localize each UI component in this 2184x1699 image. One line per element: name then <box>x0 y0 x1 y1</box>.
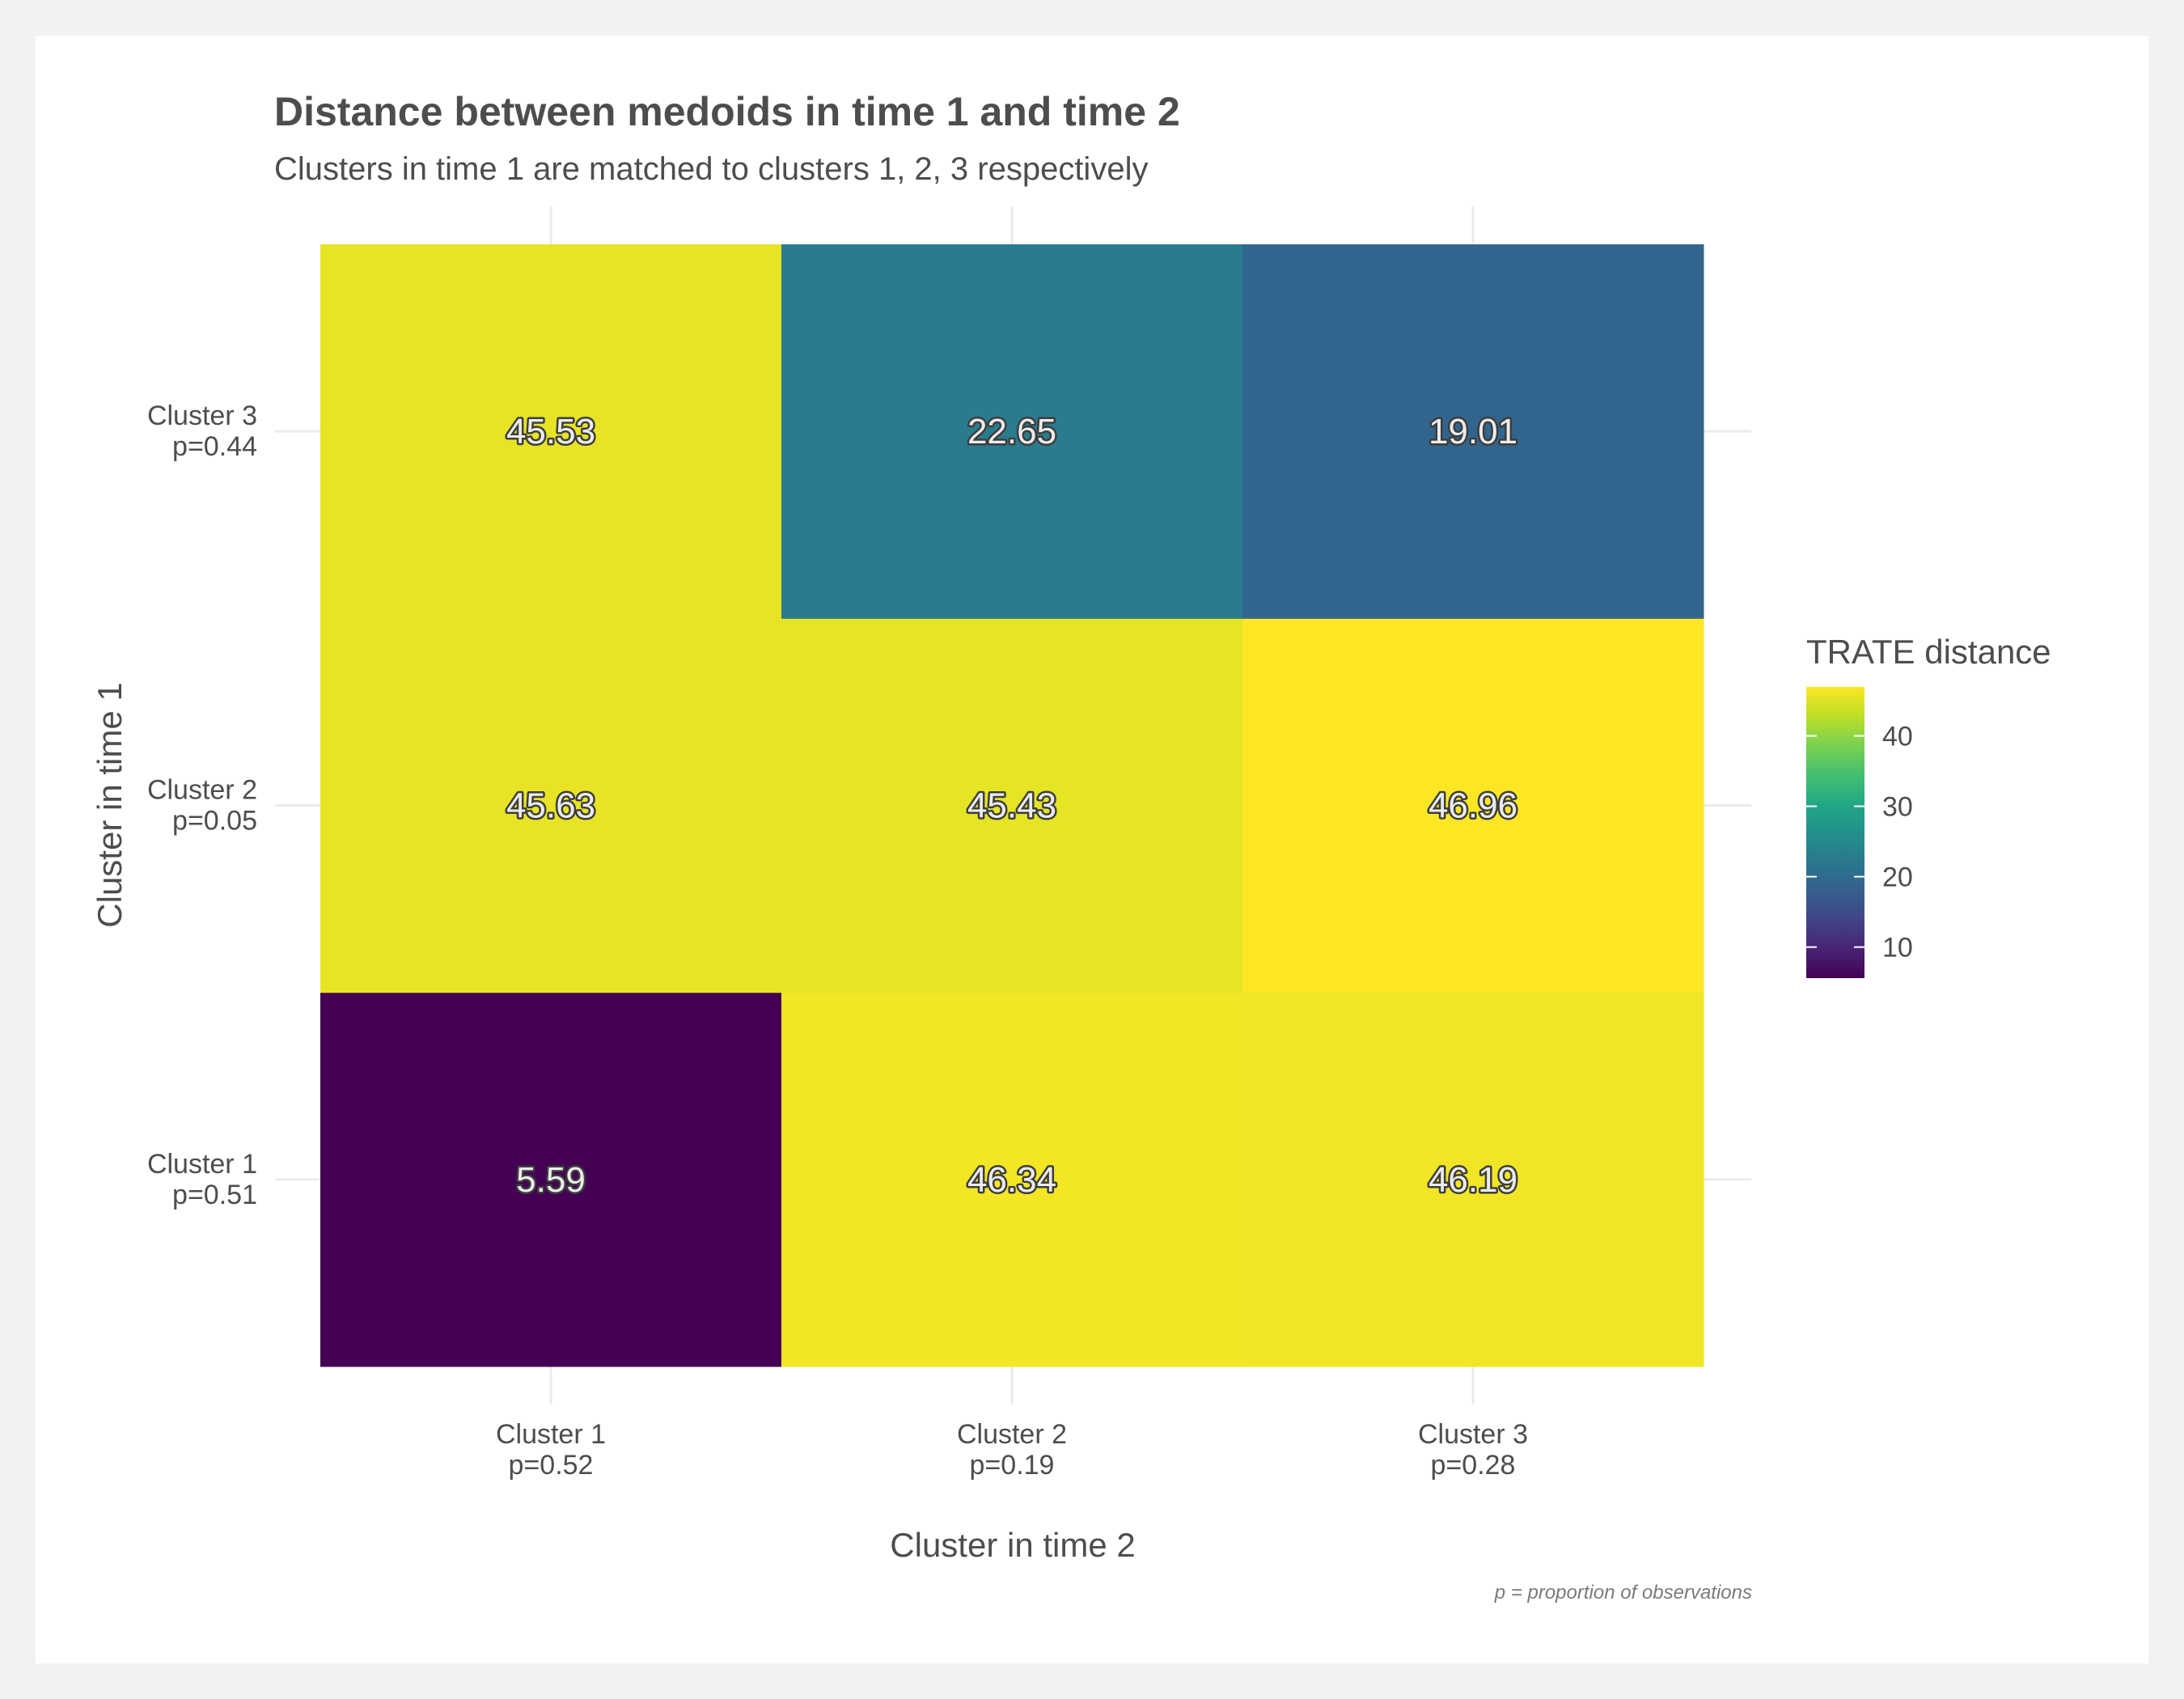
cell-value-label: 22.65 <box>967 412 1056 451</box>
x-tick-proportion: p=0.28 <box>1431 1450 1516 1481</box>
legend-tick-label: 10 <box>1882 933 1913 964</box>
legend-colorbar <box>1806 687 1864 978</box>
cell-value-label: 45.53 <box>506 412 595 451</box>
cell-value-label: 19.01 <box>1428 412 1517 451</box>
chart-title: Distance between medoids in time 1 and t… <box>274 89 1180 134</box>
cell-value-label: 45.63 <box>506 786 595 826</box>
heatmap-cell <box>1242 992 1704 1367</box>
legend-ticks: 10 20 30 40 <box>1806 722 1913 964</box>
chart-subtitle: Clusters in time 1 are matched to cluste… <box>274 151 1148 187</box>
heatmap-cell <box>781 244 1243 619</box>
heatmap-cell <box>781 618 1243 994</box>
x-tick-label: Cluster 3 <box>1418 1419 1528 1450</box>
heatmap-cell <box>320 244 782 619</box>
cell-value-label: 46.34 <box>967 1160 1056 1200</box>
x-tick-label: Cluster 1 <box>496 1419 606 1450</box>
cell-value-label: 45.43 <box>967 786 1056 826</box>
legend-title: TRATE distance <box>1806 633 2051 671</box>
y-axis-title: Cluster in time 1 <box>91 682 129 927</box>
legend-tick-label: 20 <box>1882 862 1913 893</box>
y-tick-proportion: p=0.44 <box>172 431 257 462</box>
x-tick-label: Cluster 2 <box>957 1419 1067 1450</box>
color-legend: TRATE distance 10 20 30 40 <box>1806 633 2051 978</box>
cell-value-label: 5.59 <box>516 1160 586 1200</box>
y-tick-label: Cluster 2 <box>147 775 257 806</box>
chart-caption: p = proportion of observations <box>1494 1582 1752 1604</box>
legend-tick-label: 40 <box>1882 722 1913 752</box>
cell-value-labels: 5.59 46.34 46.19 45.63 45.43 46.96 45.53 22.65 1… <box>504 410 1519 1202</box>
heatmap-cell <box>1242 618 1704 994</box>
y-tick-proportion: p=0.51 <box>172 1180 257 1210</box>
cell-value-label: 46.96 <box>1428 786 1517 826</box>
heatmap-cell <box>781 992 1243 1367</box>
heatmap-cell <box>320 618 782 994</box>
x-axis-title: Cluster in time 2 <box>890 1526 1135 1564</box>
y-tick-label: Cluster 1 <box>147 1149 257 1180</box>
y-tick-proportion: p=0.05 <box>172 806 257 837</box>
cell-value-label: 46.19 <box>1428 1160 1517 1200</box>
heatmap-cell <box>1242 244 1704 619</box>
heatmap-cell <box>320 992 782 1367</box>
y-tick-label: Cluster 3 <box>147 400 257 431</box>
x-tick-proportion: p=0.52 <box>509 1450 594 1481</box>
legend-tick-label: 30 <box>1882 792 1913 823</box>
y-axis-ticks: Cluster 1p=0.51 Cluster 2p=0.05 Cluster 3p… <box>147 400 257 1210</box>
x-axis-ticks: Cluster 1p=0.52 Cluster 2p=0.19 Cluster 3p… <box>496 1419 1528 1481</box>
x-tick-proportion: p=0.19 <box>970 1450 1055 1481</box>
heatmap-cells <box>320 244 1704 1367</box>
